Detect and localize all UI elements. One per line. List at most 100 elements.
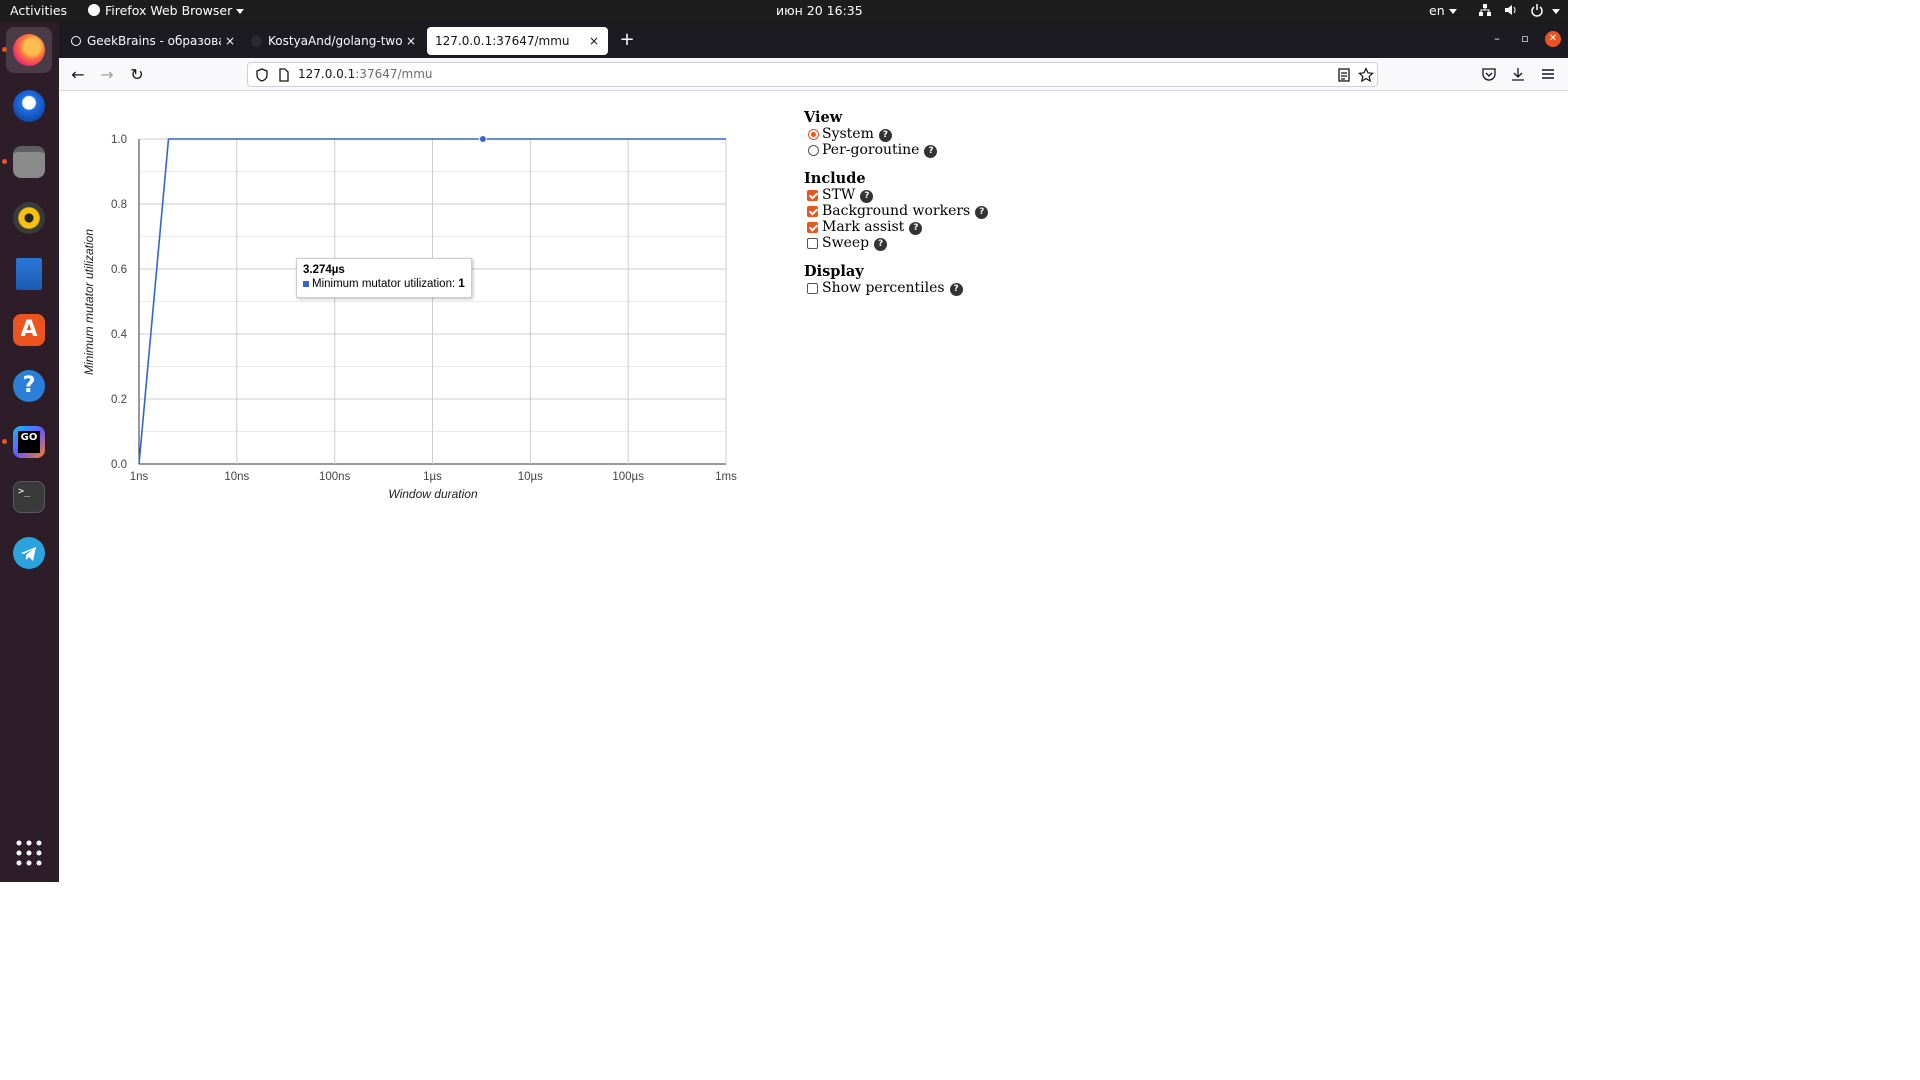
telegram-icon [13, 537, 45, 569]
per-goroutine-radio[interactable] [808, 145, 819, 156]
include-option-mark-assist[interactable]: Mark assist? [804, 219, 1104, 235]
system-status-menu[interactable] [1478, 0, 1560, 22]
maximize-button[interactable]: ▫ [1521, 32, 1529, 45]
display-heading: Display [804, 263, 864, 280]
dock-telegram[interactable] [6, 530, 52, 576]
app-menu[interactable]: Firefox Web Browser [88, 0, 245, 22]
window-close-button[interactable]: ✕ [1545, 31, 1561, 47]
help-icon[interactable]: ? [924, 145, 938, 158]
chevron-down-icon [1448, 9, 1457, 14]
network-icon [1479, 4, 1491, 16]
dock-firefox[interactable] [6, 27, 52, 73]
tooltip-label: Minimum mutator utilization: [312, 278, 459, 290]
url-text[interactable]: 127.0.0.1:37647/mmu [298, 63, 433, 86]
display-option-show-percentiles[interactable]: Show percentiles? [804, 280, 1104, 296]
sweep-label: Sweep [822, 235, 870, 251]
view-heading: View [804, 109, 843, 126]
stw-label: STW [822, 187, 856, 203]
chart-tooltip: 3.274µs Minimum mutator utilization: 1 [296, 258, 472, 298]
url-bar[interactable]: 127.0.0.1:37647/mmu [247, 62, 1378, 87]
dock-thunderbird[interactable] [6, 83, 52, 129]
rhythmbox-icon [13, 202, 45, 234]
y-tick-label: 0.0 [111, 459, 127, 471]
thunderbird-icon [13, 90, 45, 122]
help-icon[interactable]: ? [975, 206, 989, 219]
mark-assist-checkbox[interactable] [807, 222, 818, 233]
url-path: :37647/mmu [355, 67, 433, 81]
include-option-background-workers[interactable]: Background workers? [804, 203, 1104, 219]
firefox-icon [13, 34, 45, 66]
close-icon[interactable]: × [405, 34, 417, 48]
dock-writer[interactable] [6, 251, 52, 297]
reload-button[interactable]: ↻ [130, 65, 144, 84]
chart-axes: 0.0 0.2 0.4 0.6 0.8 1.0 1ns 10ns 100ns 1µs 10µs 100… [111, 134, 737, 483]
activities-button[interactable]: Activities [10, 3, 68, 18]
include-option-sweep[interactable]: Sweep? [804, 235, 1104, 251]
view-option-system[interactable]: System? [804, 126, 1104, 142]
forward-button[interactable]: → [100, 65, 114, 84]
help-icon[interactable]: ? [909, 222, 923, 235]
tab-strip: GeekBrains - образовате × KostyaAnd/gola… [59, 22, 1568, 58]
close-icon[interactable]: × [224, 34, 236, 48]
tooltip-row: Minimum mutator utilization: 1 [303, 278, 465, 290]
tab-geekbrains[interactable]: GeekBrains - образовате × [63, 27, 239, 55]
pocket-icon[interactable] [1481, 66, 1497, 82]
menu-icon[interactable] [1540, 66, 1556, 82]
libreoffice-writer-icon [16, 258, 42, 290]
keyboard-layout[interactable]: en [1429, 0, 1457, 22]
downloads-icon[interactable] [1510, 66, 1526, 82]
include-heading: Include [804, 170, 866, 187]
back-button[interactable]: ← [71, 65, 85, 84]
sweep-checkbox[interactable] [807, 238, 818, 249]
system-radio[interactable] [808, 129, 819, 140]
dock-help[interactable]: ? [6, 363, 52, 409]
y-tick-label: 0.8 [111, 199, 127, 211]
y-tick-label: 0.4 [111, 329, 128, 341]
help-icon[interactable]: ? [860, 190, 874, 203]
tab-mmu[interactable]: 127.0.0.1:37647/mmu × [427, 27, 608, 55]
help-icon[interactable]: ? [878, 129, 892, 142]
system-label: System [822, 126, 874, 142]
close-icon[interactable]: × [588, 34, 600, 48]
stw-checkbox[interactable] [807, 190, 818, 201]
x-tick-label: 10µs [518, 471, 543, 483]
new-tab-button[interactable]: + [619, 29, 635, 50]
clock[interactable]: июн 20 16:35 [776, 3, 863, 18]
x-tick-label: 10ns [224, 471, 249, 483]
chart-grid [138, 138, 727, 465]
mmu-chart[interactable]: 0.0 0.2 0.4 0.6 0.8 1.0 1ns 10ns 100ns 1µs 10µs 100… [59, 92, 759, 522]
view-option-per-goroutine[interactable]: Per-goroutine? [804, 142, 1104, 158]
highlighted-data-point [478, 135, 487, 143]
x-tick-label: 100µs [612, 471, 644, 483]
minimize-button[interactable]: – [1494, 32, 1500, 45]
help-icon[interactable]: ? [874, 238, 888, 251]
dock-show-applications[interactable] [6, 830, 52, 876]
reader-view-icon[interactable] [1336, 67, 1352, 83]
page-icon[interactable] [276, 67, 292, 83]
page-content: 0.0 0.2 0.4 0.6 0.8 1.0 1ns 10ns 100ns 1µs 10µs 100… [59, 92, 1568, 882]
bookmark-star-icon[interactable] [1358, 67, 1374, 83]
dock-rhythmbox[interactable] [6, 195, 52, 241]
shield-icon[interactable] [254, 67, 270, 83]
chevron-down-icon [1551, 9, 1560, 14]
tab-label: 127.0.0.1:37647/mmu [435, 34, 570, 48]
help-icon: ? [13, 370, 45, 402]
show-percentiles-label: Show percentiles [822, 280, 945, 296]
dock-software[interactable]: A [6, 307, 52, 353]
dock-goland[interactable]: GO [6, 419, 52, 465]
x-tick-label: 1ms [715, 471, 737, 483]
running-indicator [2, 159, 7, 164]
dock-files[interactable] [6, 139, 52, 185]
y-tick-label: 0.6 [111, 264, 127, 276]
show-percentiles-checkbox[interactable] [807, 283, 818, 294]
mmu-series-line [138, 138, 726, 465]
power-icon [1531, 4, 1543, 17]
tooltip-title: 3.274µs [303, 264, 345, 276]
tab-github[interactable]: KostyaAnd/golang-two × [243, 27, 421, 55]
dock-terminal[interactable]: >_ [6, 474, 52, 520]
x-axis-label: Window duration [388, 487, 478, 501]
include-option-stw[interactable]: STW? [804, 187, 1104, 203]
background-workers-checkbox[interactable] [807, 206, 818, 217]
help-icon[interactable]: ? [949, 283, 963, 296]
gnome-top-bar: Activities Firefox Web Browser июн 20 16… [0, 0, 1568, 22]
